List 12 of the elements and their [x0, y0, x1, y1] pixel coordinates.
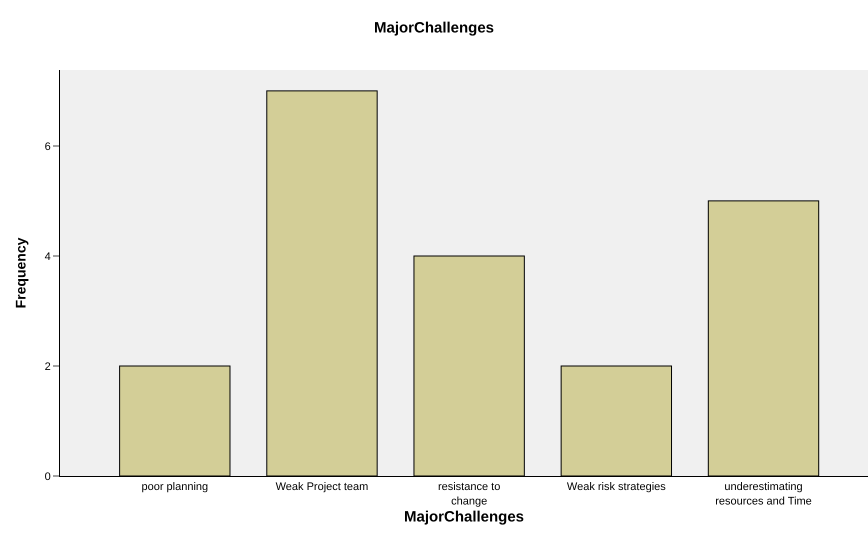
- x-tick-label: underestimating resources and Time: [715, 481, 812, 508]
- x-tick-label: Weak risk strategies: [566, 481, 666, 494]
- x-axis-title: MajorChallenges: [404, 508, 524, 526]
- y-tick-label: 6: [44, 140, 51, 153]
- x-tick-label: Weak Project team: [276, 481, 368, 494]
- x-tick-label: resistance to change: [438, 481, 500, 508]
- y-axis-title: Frequency: [12, 237, 28, 308]
- x-tick-label: poor planning: [141, 481, 208, 494]
- chart-title: MajorChallenges: [374, 19, 494, 36]
- y-tick-label: 4: [44, 250, 51, 263]
- y-tick-label: 2: [44, 360, 51, 373]
- y-tick-label: 0: [44, 470, 51, 483]
